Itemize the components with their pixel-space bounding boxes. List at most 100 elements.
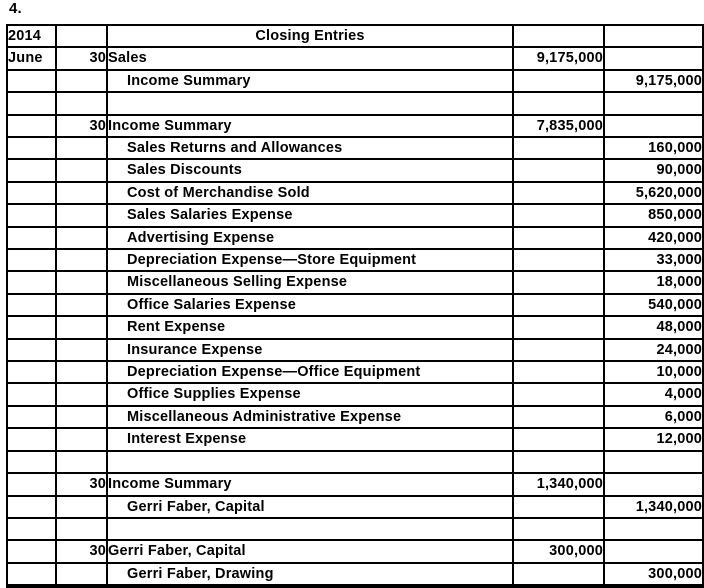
cell-day [55,292,108,318]
cell-month [6,427,57,452]
cell-month [6,561,57,588]
cell-debit [512,91,605,116]
journal-row: 30 Gerri Faber, Capital 300,000 [6,539,704,564]
cell-debit [512,404,605,430]
journal-row [6,449,704,475]
cell-debit [512,203,605,228]
journal-row: Advertising Expense 420,000 [6,225,704,251]
journal-row: Interest Expense 12,000 [6,427,704,452]
cell-debit [512,360,605,385]
header-credit-cell [603,23,704,49]
cell-day [55,382,108,407]
cell-month [6,135,57,161]
cell-month [6,315,57,340]
cell-debit [512,494,605,519]
journal-row: Depreciation Expense—Store Equipment 33,0… [6,248,704,273]
closing-entries-table: 2014 Closing Entries June 30 Sales 9,175,00… [6,23,704,588]
cell-month [6,158,57,183]
cell-month [6,180,57,206]
cell-credit [603,91,704,116]
journal-row: June 30 Sales 9,175,000 [6,46,704,71]
journal-row: Sales Salaries Expense 850,000 [6,203,704,228]
cell-debit [512,248,605,273]
cell-month [6,270,57,295]
cell-debit [512,516,605,542]
header-year-cell: 2014 [6,23,57,49]
cell-day [55,68,108,94]
journal-header-row: 2014 Closing Entries [6,23,704,49]
journal-row: Sales Discounts 90,000 [6,158,704,183]
cell-credit: 420,000 [603,225,704,251]
cell-day [55,561,108,588]
cell-description: Depreciation Expense—Office Equipment [106,360,514,385]
journal-row: Office Supplies Expense 4,000 [6,382,704,407]
cell-description: Miscellaneous Administrative Expense [106,404,514,430]
cell-day [55,315,108,340]
cell-debit [512,225,605,251]
cell-description [106,91,514,116]
cell-day [55,225,108,251]
cell-debit [512,135,605,161]
journal-row: Miscellaneous Selling Expense 18,000 [6,270,704,295]
cell-day [55,270,108,295]
cell-credit: 33,000 [603,248,704,273]
cell-description: Cost of Merchandise Sold [106,180,514,206]
cell-credit: 10,000 [603,360,704,385]
cell-day [55,248,108,273]
cell-month [6,91,57,116]
cell-credit: 9,175,000 [603,68,704,94]
journal-row: Income Summary 9,175,000 [6,68,704,94]
cell-day [55,203,108,228]
journal-row: Sales Returns and Allowances 160,000 [6,135,704,161]
cell-debit [512,158,605,183]
cell-month [6,68,57,94]
cell-debit [512,427,605,452]
cell-debit [512,337,605,363]
cell-day: 30 [55,113,108,139]
header-title-cell: Closing Entries [106,23,514,49]
journal-row: Gerri Faber, Capital 1,340,000 [6,494,704,519]
cell-description: Office Supplies Expense [106,382,514,407]
journal-row: Cost of Merchandise Sold 5,620,000 [6,180,704,206]
cell-credit: 4,000 [603,382,704,407]
cell-description: Gerri Faber, Drawing [106,561,514,588]
cell-credit: 300,000 [603,561,704,588]
cell-month [6,449,57,475]
cell-credit: 24,000 [603,337,704,363]
cell-debit [512,270,605,295]
cell-credit [603,472,704,497]
cell-month [6,225,57,251]
cell-month [6,494,57,519]
cell-debit [512,68,605,94]
cell-day: 30 [55,472,108,497]
cell-day [55,91,108,116]
cell-description: Income Summary [106,113,514,139]
cell-debit [512,449,605,475]
page-number: 4. [9,0,22,17]
cell-debit: 9,175,000 [512,46,605,71]
cell-month [6,337,57,363]
cell-debit [512,382,605,407]
cell-month [6,516,57,542]
cell-day [55,158,108,183]
cell-debit: 1,340,000 [512,472,605,497]
cell-day [55,180,108,206]
cell-credit: 1,340,000 [603,494,704,519]
journal-row: Gerri Faber, Drawing 300,000 [6,561,704,588]
cell-description: Income Summary [106,472,514,497]
cell-description: Gerri Faber, Capital [106,494,514,519]
cell-credit: 90,000 [603,158,704,183]
cell-description: Gerri Faber, Capital [106,539,514,564]
cell-day [55,337,108,363]
cell-description: Sales [106,46,514,71]
cell-description: Rent Expense [106,315,514,340]
cell-description: Office Salaries Expense [106,292,514,318]
cell-debit [512,180,605,206]
cell-month: June [6,46,57,71]
cell-description: Insurance Expense [106,337,514,363]
cell-day [55,360,108,385]
cell-debit: 300,000 [512,539,605,564]
cell-day [55,427,108,452]
cell-description: Sales Salaries Expense [106,203,514,228]
header-debit-cell [512,23,605,49]
